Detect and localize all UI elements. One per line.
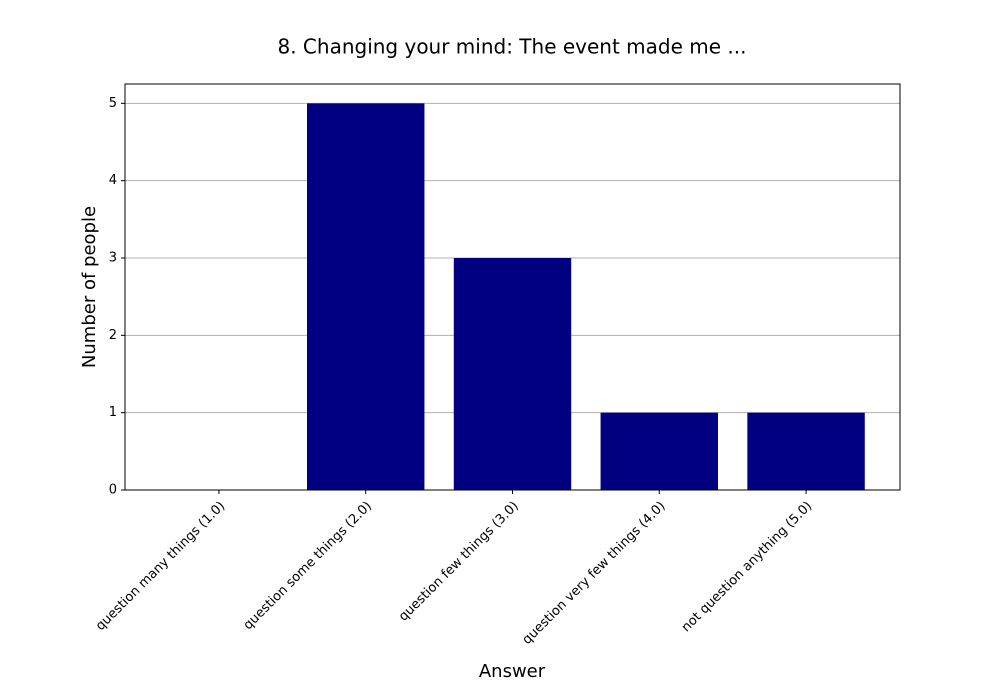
y-tick-label: 3 xyxy=(109,251,117,266)
x-tick-label: question few things (3.0) xyxy=(396,499,522,625)
x-tick-label: question some things (2.0) xyxy=(241,499,375,633)
bar xyxy=(453,258,572,490)
bar xyxy=(600,412,718,490)
x-tick-label: question very few things (4.0) xyxy=(520,499,669,648)
x-axis-label: Answer xyxy=(479,661,546,682)
chart-title: 8. Changing your mind: The event made me… xyxy=(277,35,746,59)
bar xyxy=(747,412,865,490)
y-tick-label: 5 xyxy=(109,96,117,111)
y-axis-label: Number of people xyxy=(79,206,100,368)
y-tick-label: 4 xyxy=(109,173,117,188)
y-tick-label: 0 xyxy=(109,483,117,498)
plot-frame xyxy=(124,83,901,491)
y-tick-label: 1 xyxy=(109,405,117,420)
bar xyxy=(307,103,425,490)
y-tick-label: 2 xyxy=(109,328,117,343)
x-tick-label: not question anything (5.0) xyxy=(679,499,815,635)
x-tick-label: question many things (1.0) xyxy=(93,499,228,634)
